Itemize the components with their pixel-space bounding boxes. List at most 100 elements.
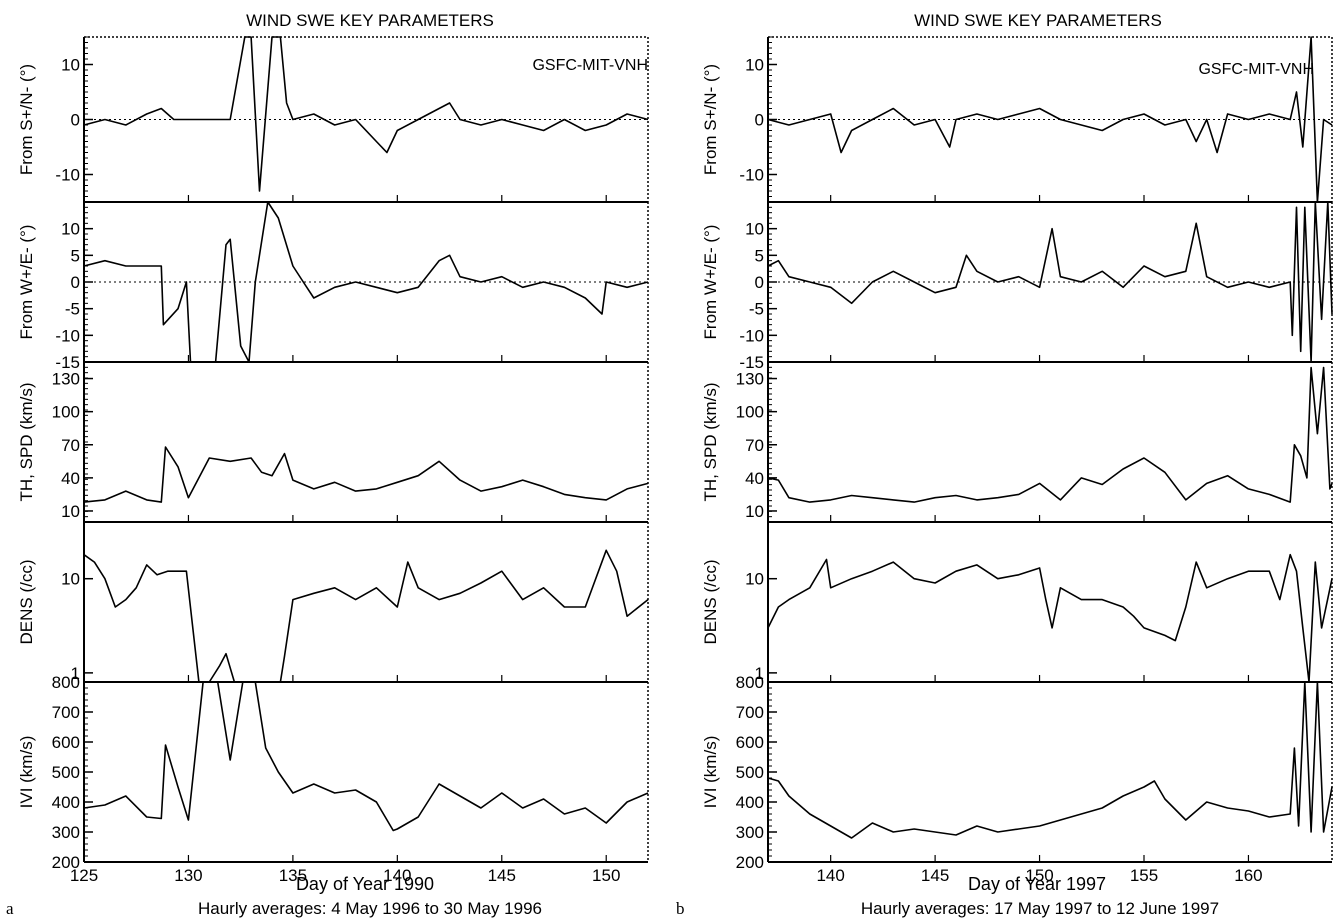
panel-a-caption: Haurly averages: 4 May 1996 to 30 May 19… — [198, 899, 542, 918]
panel-a-source-label: GSFC-MIT-VNH — [532, 57, 648, 74]
panel-b-xtick-label: 140 — [816, 866, 844, 885]
panel-b-subplot-1-series-line — [767, 36, 1333, 203]
panel-b-subplot-4-ylabel: DENS (/cc) — [701, 560, 720, 645]
panel-a-subplot-2-ytick-label: -10 — [55, 326, 80, 345]
panel-b-subplot-5-ytick-label: 800 — [736, 673, 764, 692]
panel-b-subplot-3-ytick-label: 130 — [736, 370, 764, 389]
panel-b: WIND SWE KEY PARAMETERS GSFC-MIT-VNH Day… — [676, 11, 1333, 918]
panel-a-subplot-3-ytick-label: 10 — [61, 502, 80, 521]
panel-b-subplot-2-ytick-label: 0 — [755, 273, 764, 292]
panel-b-subplot-4-ytick-label: 10 — [745, 570, 764, 589]
panel-a-subplot-3: 130 100 70 40 10 TH, SPD (km/s) — [17, 361, 649, 523]
panel-b-subplot-5-ytick-label: 700 — [736, 703, 764, 722]
panel-a-subplot-5-ytick-label: 400 — [52, 793, 80, 812]
panel-b-subplot-2-ytick-label: -10 — [739, 326, 764, 345]
panel-b-x-axis-label: Day of Year 1997 — [968, 874, 1106, 894]
panel-a-subplot-1-ylabel: From S+/N- (°) — [17, 64, 36, 175]
panel-a-subplot-3-ytick-label: 100 — [52, 403, 80, 422]
panel-a: WIND SWE KEY PARAMETERS GSFC-MIT-VNH Day… — [6, 11, 649, 918]
panel-b-xtick-label: 145 — [921, 866, 949, 885]
panel-a-subplot-5-ytick-label: 700 — [52, 703, 80, 722]
panel-a-subplot-1-series-line — [83, 36, 649, 192]
panel-a-x-axis-label: Day of Year 1990 — [296, 874, 434, 894]
panel-a-xtick-label: 150 — [592, 866, 620, 885]
panel-a-subplot-1-ytick-label: 10 — [61, 56, 80, 75]
panel-b-subplot-2-ytick-label: 5 — [755, 246, 764, 265]
panel-b-subplot-1-ytick-label: 10 — [745, 56, 764, 75]
panel-a-subplot-2: 10 5 0 -5 -10 -15 From W+/E- (°) — [17, 201, 649, 372]
panel-a-xtick-label: 140 — [383, 866, 411, 885]
panel-b-subplot-2-ytick-label: -5 — [749, 300, 764, 319]
panel-b-subplot-5-ytick-label: 500 — [736, 763, 764, 782]
panel-a-subplot-2-ytick-label: 10 — [61, 220, 80, 239]
panel-b-subplot-5-ytick-label: 400 — [736, 793, 764, 812]
panel-a-subplot-5-ytick-label: 600 — [52, 733, 80, 752]
panel-a-xtick-label: 145 — [488, 866, 516, 885]
panel-a-subplot-2-ytick-label: 5 — [71, 246, 80, 265]
panel-b-subplot-1-ylabel: From S+/N- (°) — [701, 64, 720, 175]
panel-b-subplot-2-ytick-label: -15 — [739, 353, 764, 372]
panel-a-xtick-label: 130 — [174, 866, 202, 885]
panel-b-source-label: GSFC-MIT-VNH — [1198, 61, 1314, 78]
panel-b-letter: b — [676, 899, 685, 918]
panel-b-subplot-5-ytick-label: 600 — [736, 733, 764, 752]
panel-b-subplot-3-series-line — [767, 366, 1333, 503]
panel-a-xtick-label: 125 — [70, 866, 98, 885]
panel-b-caption: Haurly averages: 17 May 1997 to 12 June … — [861, 899, 1219, 918]
panel-a-subplot-3-ylabel: TH, SPD (km/s) — [17, 383, 36, 502]
panel-b-subplot-1-ytick-label: -10 — [739, 166, 764, 185]
panel-b-subplot-3-ytick-label: 100 — [736, 403, 764, 422]
panel-a-subplot-5-ytick-label: 300 — [52, 823, 80, 842]
panel-a-subplot-1-ytick-label: -10 — [55, 166, 80, 185]
panel-b-subplot-5-ytick-label: 300 — [736, 823, 764, 842]
panel-a-subplot-2-series-line — [83, 201, 649, 363]
panel-a-subplot-2-ytick-label: -15 — [55, 353, 80, 372]
panel-a-subplot-3-series-line — [83, 446, 649, 503]
panel-a-subplot-4-ytick-label: 10 — [61, 570, 80, 589]
panel-b-subplot-2-ytick-label: 10 — [745, 220, 764, 239]
panel-a-subplot-3-ytick-label: 40 — [61, 469, 80, 488]
panel-a-subplot-3-ytick-label: 70 — [61, 436, 80, 455]
panel-a-xtick-label: 135 — [279, 866, 307, 885]
panel-a-subplot-1-ytick-label: 0 — [71, 111, 80, 130]
panel-a-subplot-2-ytick-label: -5 — [65, 300, 80, 319]
panel-b-subplot-3: 130 100 70 40 10 TH, SPD (km/s) — [701, 361, 1333, 523]
panel-b-subplot-2-series-line — [767, 201, 1333, 363]
panel-b-subplot-4-series-line — [767, 553, 1333, 683]
panel-a-subplot-5-ylabel: IVI (km/s) — [17, 736, 36, 809]
panel-a-subplot-5-series-line — [83, 681, 649, 832]
panel-b-subplot-3-ytick-label: 70 — [745, 436, 764, 455]
panel-b-subplot-5: 800 700 600 500 400 300 200 IVI (km/s) 140 145 150… — [701, 673, 1333, 885]
panel-b-xtick-label: 155 — [1130, 866, 1158, 885]
panel-b-title: WIND SWE KEY PARAMETERS — [914, 11, 1162, 30]
panel-b-xtick-label: 160 — [1234, 866, 1262, 885]
panel-a-subplot-2-ylabel: From W+/E- (°) — [17, 225, 36, 340]
panel-b-subplot-2: 10 5 0 -5 -10 -15 From W+/E- (°) — [701, 201, 1333, 372]
panel-a-subplot-5-ytick-label: 200 — [52, 853, 80, 872]
panel-a-subplot-4-ylabel: DENS (/cc) — [17, 560, 36, 645]
panel-b-subplot-3-ytick-label: 10 — [745, 502, 764, 521]
panel-a-subplot-4: 10 1 DENS (/cc) — [17, 522, 649, 683]
panel-b-subplot-4: 10 1 DENS (/cc) — [701, 522, 1333, 683]
panel-b-subplot-4-ytick-label: 1 — [755, 664, 764, 683]
panel-b-subplot-5-series-line — [767, 681, 1333, 839]
panel-a-subplot-5: 800 700 600 500 400 300 200 IVI (km/s) 125 130 135… — [17, 673, 649, 885]
panel-a-subplot-1: 10 0 -10 From S+/N- (°) — [17, 36, 649, 203]
panel-b-subplot-1-ytick-label: 0 — [755, 111, 764, 130]
panel-b-subplot-1: 10 0 -10 From S+/N- (°) — [701, 36, 1333, 203]
panel-a-subplot-2-ytick-label: 0 — [71, 273, 80, 292]
panel-a-subplot-5-ytick-label: 800 — [52, 673, 80, 692]
panel-a-subplot-4-ytick-label: 1 — [71, 664, 80, 683]
panel-b-subplot-3-ylabel: TH, SPD (km/s) — [701, 383, 720, 502]
panel-a-letter: a — [6, 899, 14, 918]
panel-b-xtick-label: 150 — [1025, 866, 1053, 885]
panel-b-subplot-2-ylabel: From W+/E- (°) — [701, 225, 720, 340]
panel-b-subplot-3-ytick-label: 40 — [745, 469, 764, 488]
panel-a-title: WIND SWE KEY PARAMETERS — [246, 11, 494, 30]
panel-a-subplot-5-ytick-label: 500 — [52, 763, 80, 782]
panel-a-subplot-3-ytick-label: 130 — [52, 370, 80, 389]
panel-b-subplot-5-ytick-label: 200 — [736, 853, 764, 872]
panel-b-subplot-5-ylabel: IVI (km/s) — [701, 736, 720, 809]
panel-a-subplot-4-series-line — [83, 549, 649, 683]
